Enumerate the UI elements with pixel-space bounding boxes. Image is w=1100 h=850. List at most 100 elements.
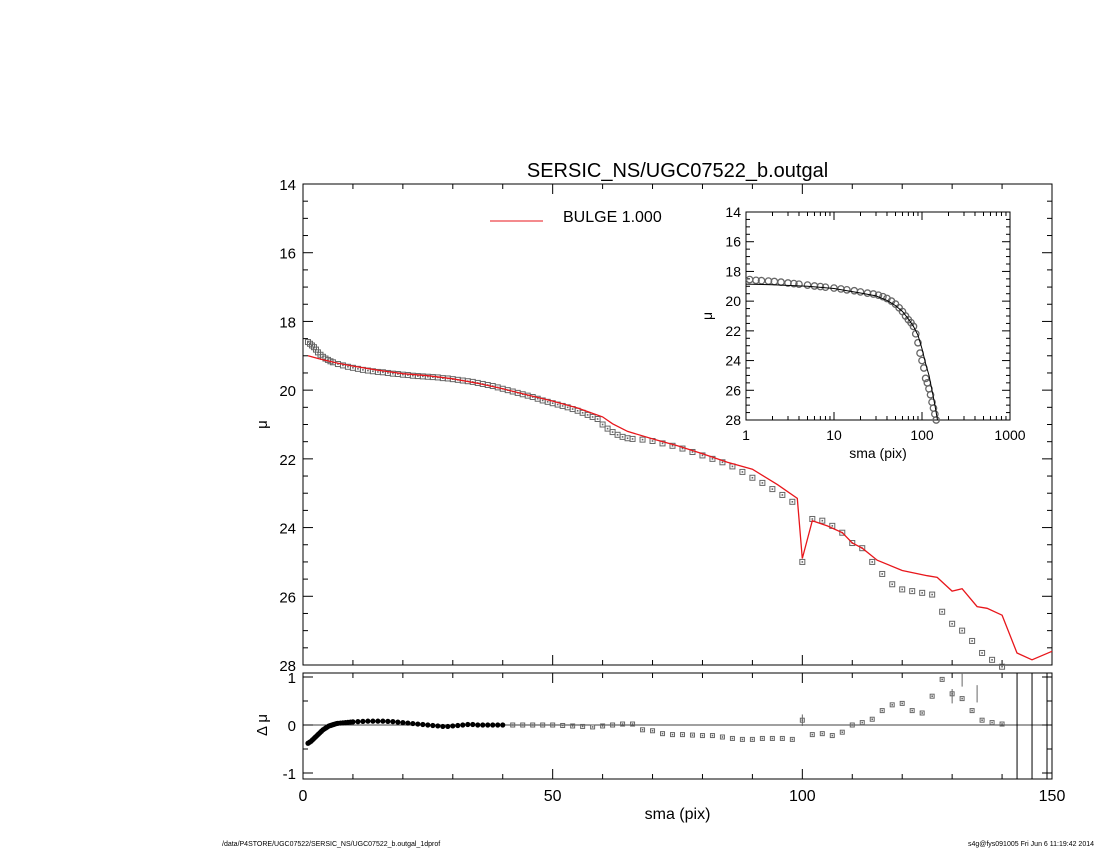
residual-xtick-label: 50	[544, 788, 562, 805]
main-data-point-dot-83	[751, 476, 754, 479]
residual-data-point-7	[580, 723, 586, 729]
inset-data-point-20	[874, 291, 883, 300]
residual-data-point-dot-27	[781, 737, 784, 740]
main-data-point-107	[989, 656, 996, 663]
residual-data-point-33	[839, 729, 845, 735]
residual-data-point-dot-28	[791, 738, 794, 741]
residual-dense-point-33	[385, 718, 391, 725]
residual-data-point-20	[709, 733, 715, 739]
main-data-point-103	[949, 620, 956, 627]
residual-data-point-10	[610, 722, 616, 728]
residual-data-point-dot-42	[931, 695, 933, 697]
main-data-point-83	[749, 474, 756, 481]
residual-data-point-15	[660, 731, 666, 737]
main-data-point-dot-25	[402, 373, 404, 376]
main-data-point-dot-17	[362, 369, 364, 371]
residual-dense-point-32	[380, 718, 386, 724]
main-data-point-dot-78	[701, 454, 704, 457]
main-data-point-dot-76	[681, 447, 684, 450]
main-data-point-98	[899, 586, 906, 593]
inset-data-point-39	[926, 390, 935, 399]
residual-data-point-25	[759, 735, 765, 741]
main-data-point-dot-29	[422, 375, 424, 378]
residual-dense-point-39	[415, 721, 421, 727]
residual-data-point-dot-48	[991, 721, 993, 724]
footer-timestamp: s4g@fys091005 Fri Jun 6 11:19:42 2014	[967, 841, 1094, 848]
residual-data-point-dot-13	[641, 729, 644, 731]
main-data-point-dot-60	[576, 409, 579, 412]
residual-data-point-dot-41	[921, 712, 923, 714]
main-data-point-dot-52	[536, 397, 539, 400]
residual-data-point-4	[550, 722, 556, 728]
inset-data-point-1	[752, 276, 760, 285]
main-data-point-dot-58	[566, 406, 569, 409]
main-data-point-90	[819, 517, 826, 524]
main-title: SERSIC_NS/UGC07522_b.outgal	[527, 160, 828, 182]
inset-log-panel: 14 16 18 20 22 24 26 281 10 100 1000 sma (pix) μ	[699, 204, 1026, 461]
residual-data-point-46	[969, 708, 975, 714]
residual-data-point-dot-23	[741, 738, 744, 741]
residual-data-point-dot-25	[761, 737, 764, 740]
main-data-point-dot-108	[1001, 665, 1003, 668]
residual-data-point-28	[789, 736, 795, 742]
main-data-point-0	[304, 339, 311, 346]
residual-dense-point-44	[440, 723, 446, 730]
residual-dense-point-35	[395, 719, 401, 725]
residual-data-point-47	[979, 717, 985, 723]
residual-data-point-3	[540, 722, 546, 728]
residual-data-point-39	[899, 700, 905, 706]
residual-data-point-49	[999, 721, 1005, 727]
main-data-point-95	[869, 558, 876, 565]
residual-xtick-label: 100	[789, 788, 816, 805]
main-data-point-dot-31	[432, 376, 434, 378]
main-data-point-dot-99	[911, 590, 913, 592]
main-data-point-dot-21	[382, 371, 384, 374]
residual-data-point-43	[939, 676, 945, 682]
residual-data-point-48	[989, 720, 995, 726]
residual-dense-point-48	[460, 722, 466, 728]
main-data-point-dot-15	[352, 367, 354, 369]
main-data-point-dot-30	[427, 375, 429, 378]
main-data-point-dot-20	[377, 371, 379, 373]
residual-data-point-41	[919, 710, 925, 716]
residual-dense-point-34	[390, 719, 396, 725]
residual-ytick-label: 0	[288, 718, 296, 735]
residual-dense-point-29	[365, 718, 371, 724]
residual-dense-point-46	[450, 723, 456, 729]
main-data-point-dot-68	[616, 434, 619, 436]
residual-dense-point-56	[500, 722, 506, 728]
main-data-point-dot-2	[311, 344, 313, 347]
residual-dense-point-28	[360, 718, 366, 725]
main-ytick-label: 16	[279, 246, 296, 263]
main-ytick-label: 20	[279, 383, 296, 400]
main-data-point-dot-81	[731, 465, 734, 468]
main-data-point-dot-103	[951, 622, 953, 625]
main-data-point-dot-61	[581, 412, 584, 414]
residual-data-point-dot-36	[871, 718, 874, 721]
residual-data-point-dot-8	[591, 726, 594, 728]
residual-data-point-45	[959, 696, 965, 702]
inset-data-point-8	[795, 280, 803, 289]
residual-data-point-44	[949, 691, 955, 697]
main-data-point-dot-59	[571, 408, 574, 410]
inset-xtick-label: 1	[742, 427, 750, 443]
main-data-point-dot-71	[631, 438, 634, 440]
residual-data-point-dot-12	[631, 723, 634, 725]
main-model-line	[307, 355, 1053, 661]
residual-xtick-label: 0	[299, 788, 308, 805]
inset-model-line	[745, 283, 938, 421]
residual-dense-point-31	[375, 718, 381, 724]
main-data-point-dot-19	[372, 370, 374, 373]
residual-data-point-22	[729, 735, 735, 741]
residual-data-point-dot-24	[751, 738, 754, 741]
residual-data-point-36	[869, 716, 875, 722]
main-data-point-74	[659, 440, 666, 447]
residual-data-point-dot-34	[851, 724, 854, 726]
inset-ytick-label: 26	[725, 382, 741, 398]
inset-data-point-9	[803, 281, 812, 289]
inset-ylabel: μ	[699, 312, 715, 320]
main-data-point-dot-102	[941, 610, 943, 613]
residual-data-point-dot-45	[961, 697, 963, 700]
residual-data-point-dot-16	[671, 733, 674, 736]
